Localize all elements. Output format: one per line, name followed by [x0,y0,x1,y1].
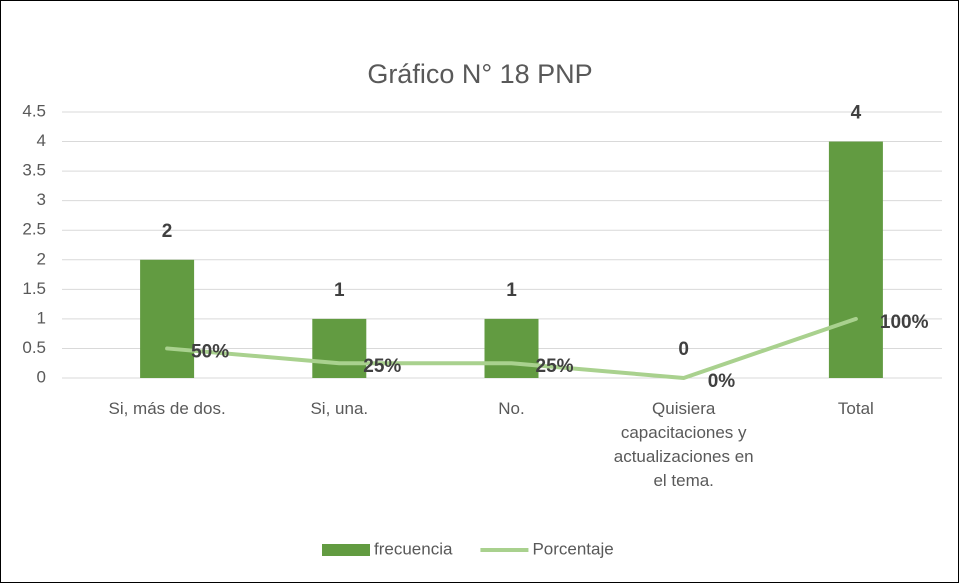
chart-title: Gráfico N° 18 PNP [367,59,592,89]
y-tick-label: 3.5 [22,161,46,180]
data-label: 0% [708,371,736,392]
x-tick-label-box: Si, más de dos. [108,399,226,418]
x-tick-label: Si, una. [310,399,369,418]
y-tick-label: 3 [37,190,46,209]
x-tick-label: No. [498,399,525,418]
data-label: 4 [851,103,862,124]
bar [312,318,367,378]
y-tick-label: 4.5 [22,101,46,120]
bar [140,259,195,378]
y-tick-label: 4 [37,131,46,150]
data-label: 2 [162,221,173,242]
data-label: 1 [506,280,517,301]
x-tick-label: Total [837,399,874,418]
y-tick-label: 1.5 [22,279,46,298]
legend-swatch [322,544,370,556]
bar [484,318,539,378]
y-tick-label: 1 [37,308,46,327]
line [165,316,858,380]
data-label: 1 [334,280,345,301]
y-tick-label: 0.5 [22,338,46,357]
x-tick-label: Si, más de dos. [108,399,226,418]
bar [828,141,883,378]
data-label: 50% [191,341,229,362]
legend-label: Porcentaje [532,539,613,558]
data-label: 0 [678,339,689,360]
x-tick-label: Quisiera capacitaciones y actualizacione… [613,399,754,490]
y-tick-label: 2 [37,249,46,268]
x-tick-label-box: Total [837,399,874,418]
legend-label: frecuencia [374,539,453,558]
x-tick-label-box: Si, una. [310,399,369,418]
data-label: 25% [536,356,574,377]
data-label: 100% [880,312,929,333]
x-tick-label-box: No. [498,399,525,418]
y-tick-label: 0 [37,367,46,386]
y-tick-label: 2.5 [22,220,46,239]
data-label: 25% [363,356,401,377]
x-tick-label-box: Quisiera capacitaciones y actualizacione… [613,399,754,490]
